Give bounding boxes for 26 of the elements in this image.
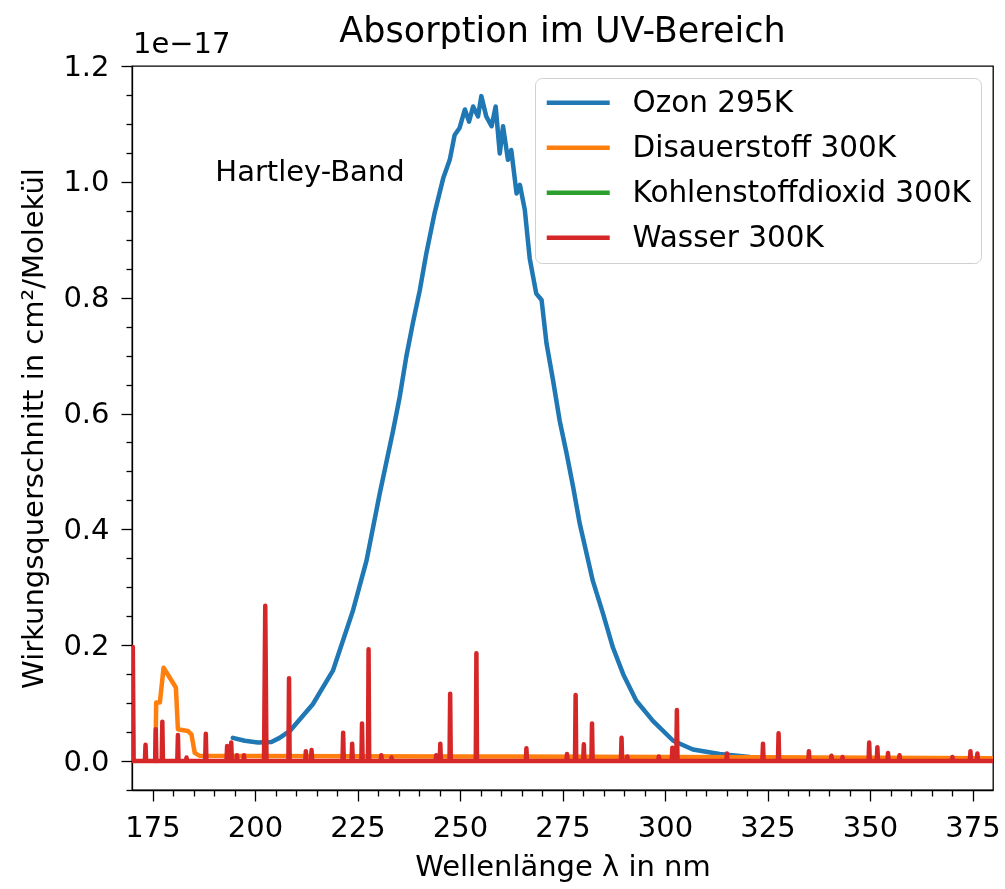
x-tick-label: 275 (535, 809, 591, 844)
x-tick-label: 175 (125, 809, 181, 844)
x-tick-label: 250 (432, 809, 489, 844)
y-tick-label: 1.2 (63, 48, 110, 83)
y-tick-label: 0.6 (63, 396, 110, 431)
legend-label: Kohlenstoffdioxid 300K (632, 174, 972, 209)
legend-label: Ozon 295K (632, 84, 794, 119)
x-axis-title: Wellenlänge λ in nm (415, 848, 711, 883)
y-tick-label: 0.8 (63, 280, 110, 315)
legend-label: Disauerstoff 300K (632, 129, 897, 164)
text: 1e−17 (133, 26, 231, 60)
chart-title: Absorption im UV-Bereich (339, 10, 786, 50)
x-tick-label: 375 (945, 809, 1001, 844)
x-tick-label: 225 (330, 809, 386, 844)
x-tick-label: 300 (637, 809, 694, 844)
y-tick-label: 0.0 (63, 743, 110, 778)
annotation: Hartley-Band (215, 154, 405, 188)
y-tick-label: 0.4 (63, 511, 110, 546)
y-tick-label: 1.0 (63, 164, 110, 199)
legend-label: Wasser 300K (632, 219, 825, 254)
x-tick-label: 325 (740, 809, 796, 844)
line-series (132, 603, 993, 764)
y-axis-title: Wirkungsquerschnitt in cm²/Molekül (16, 168, 51, 689)
x-tick-label: 200 (227, 809, 284, 844)
x-tick-label: 350 (842, 809, 899, 844)
y-tick-label: 0.2 (63, 627, 110, 662)
